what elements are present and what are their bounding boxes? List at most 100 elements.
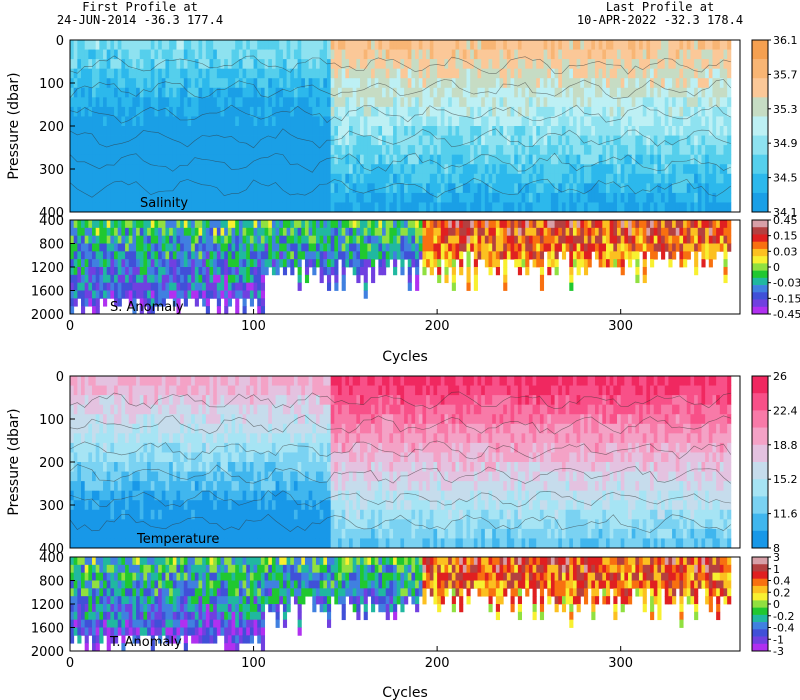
field-cell [624, 126, 629, 136]
field-cell [110, 452, 115, 463]
field-cell [426, 135, 431, 146]
field-cell [433, 235, 438, 244]
field-cell [161, 68, 166, 79]
field-cell [312, 243, 317, 252]
field-cell [609, 87, 614, 98]
field-cell [275, 251, 280, 260]
field-cell [374, 220, 379, 229]
field-cell [466, 274, 471, 284]
field-cell [525, 220, 530, 229]
field-cell [143, 183, 148, 194]
field-cell [205, 59, 210, 70]
field-cell [128, 202, 133, 212]
field-cell [558, 135, 563, 146]
field-cell [345, 106, 350, 117]
field-cell [293, 87, 299, 98]
field-cell [341, 97, 346, 108]
field-cell [371, 68, 376, 79]
field-cell [583, 87, 589, 98]
field-cell [73, 97, 78, 108]
field-cell [576, 87, 581, 98]
field-cell [95, 500, 100, 511]
colorbar-label: 34.5 [773, 172, 798, 185]
field-cell [81, 538, 86, 548]
field-cell [470, 87, 475, 98]
field-cell [378, 267, 383, 276]
field-cell [451, 154, 456, 165]
field-cell [657, 235, 662, 244]
field-cell [620, 87, 625, 98]
field-cell [224, 49, 229, 60]
field-cell [161, 282, 166, 291]
field-cell [477, 202, 482, 212]
field-cell [716, 227, 721, 237]
field-cell [286, 49, 291, 60]
field-cell [382, 202, 387, 212]
field-cell [308, 126, 313, 136]
field-cell [631, 97, 636, 108]
field-cell [672, 59, 677, 70]
field-cell [139, 97, 144, 108]
field-cell [205, 267, 210, 276]
field-cell [686, 97, 691, 108]
field-cell [253, 59, 258, 70]
field-cell [312, 145, 317, 156]
field-cell [165, 106, 170, 117]
field-cell [121, 183, 126, 194]
field-cell [238, 68, 243, 79]
field-cell [132, 274, 137, 284]
field-cell [492, 259, 497, 268]
field-cell [297, 259, 302, 268]
field-cell [253, 290, 258, 299]
field-cell [683, 173, 688, 184]
field-cell [158, 116, 163, 127]
field-cell [433, 40, 438, 50]
field-cell [349, 106, 354, 117]
field-cell [565, 164, 570, 175]
field-cell [422, 267, 427, 276]
field-cell [253, 202, 258, 212]
field-cell [712, 164, 717, 175]
field-cell [180, 154, 185, 165]
field-cell [598, 183, 603, 194]
field-cell [617, 251, 622, 260]
field-cell [73, 68, 78, 79]
field-cell [613, 259, 618, 268]
field-cell [517, 227, 523, 237]
field-cell [382, 192, 387, 203]
field-cell [106, 423, 111, 434]
field-cell [532, 259, 537, 268]
field-cell [95, 145, 100, 156]
field-cell [231, 274, 236, 284]
field-cell [114, 173, 119, 184]
field-cell [286, 116, 291, 127]
field-cell [646, 49, 651, 60]
field-cell [473, 227, 478, 237]
field-cell [260, 282, 266, 291]
field-cell [675, 227, 680, 237]
field-cell [701, 40, 706, 50]
field-cell [499, 40, 504, 50]
field-cell [139, 227, 144, 237]
field-cell [308, 145, 313, 156]
field-cell [550, 227, 556, 237]
field-cell [701, 145, 706, 156]
field-cell [81, 423, 86, 434]
field-cell [536, 202, 541, 212]
field-cell [679, 59, 684, 70]
field-cell [136, 116, 141, 127]
field-cell [639, 87, 644, 98]
field-cell [385, 126, 390, 136]
field-cell [323, 68, 328, 79]
field-cell [547, 106, 552, 117]
field-cell [495, 192, 500, 203]
field-cell [583, 78, 589, 89]
field-cell [224, 78, 229, 89]
field-cell [205, 251, 210, 260]
field-cell [444, 154, 449, 165]
field-cell [338, 59, 343, 70]
field-cell [213, 173, 218, 184]
field-cell [136, 267, 141, 276]
field-cell [312, 59, 317, 70]
field-cell [686, 126, 691, 136]
